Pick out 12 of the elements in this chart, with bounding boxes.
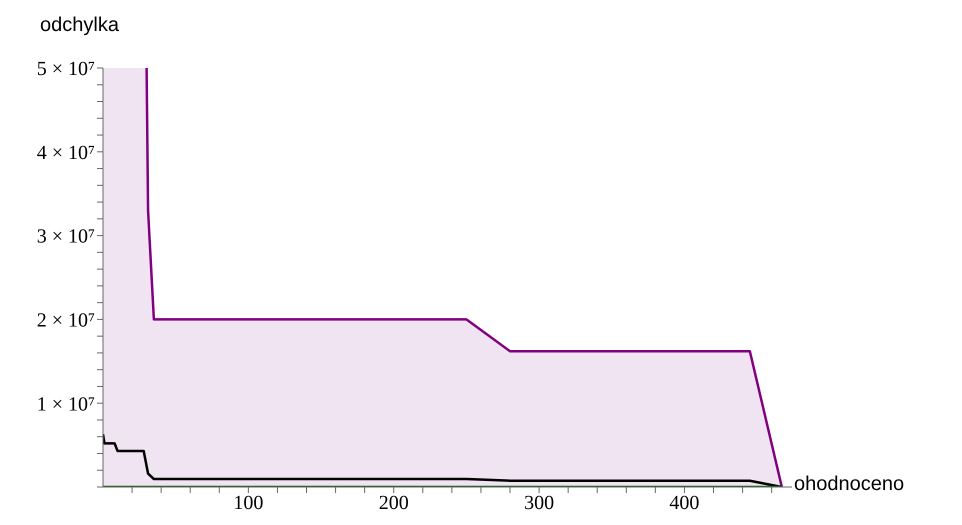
y-tick-label: 5 × 10⁷ [36,58,96,80]
y-tick-label: 3 × 10⁷ [36,226,96,248]
x-tick-label: 300 [524,492,554,514]
x-tick-label: 100 [233,492,264,514]
line-series [103,432,784,487]
y-tick-label: 1 × 10⁷ [36,393,96,416]
x-tick-label: 200 [378,492,409,514]
x-axis-title: ohodnoceno [794,473,904,496]
y-tick-label: 4 × 10⁷ [36,142,96,164]
y-axis-title: odchylka [40,14,119,37]
x-tick-label: 400 [669,492,700,514]
y-tick-label: 2 × 10⁷ [36,310,96,332]
